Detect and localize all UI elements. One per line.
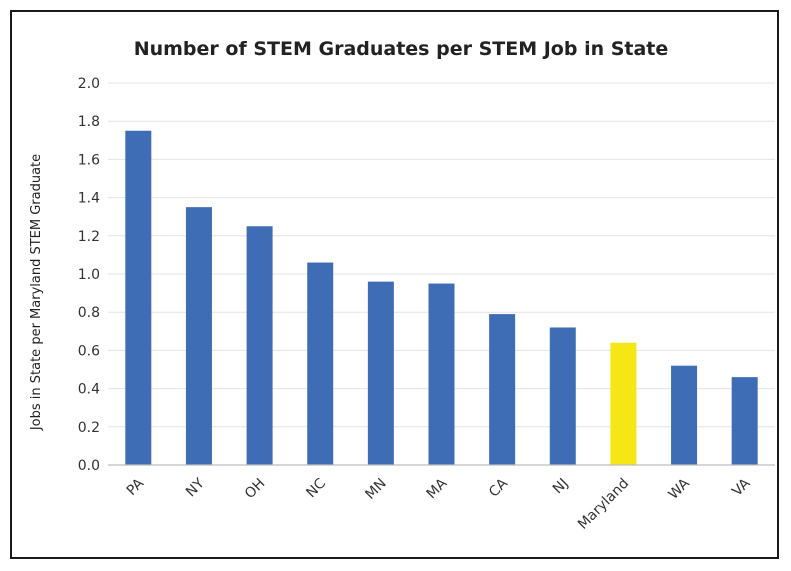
x-tick-label: MA [424,475,451,502]
x-tick-label: Maryland [575,476,632,533]
y-axis-label: Jobs in State per Maryland STEM Graduate [29,154,44,431]
bar-pa [125,130,152,465]
y-tick-label: 1.6 [78,152,100,168]
bar-va [731,377,758,465]
x-tick-label: NC [303,475,329,501]
y-tick-label: 0.8 [78,305,100,321]
y-tick-label: 1.8 [78,114,100,130]
x-tick-label: WA [666,475,694,503]
x-tick-label: OH [242,476,269,503]
bar-ca [489,314,516,465]
y-tick-label: 2.0 [78,76,100,92]
bar-maryland [610,342,637,465]
y-tick-label: 0.2 [78,420,100,436]
bar-wa [671,365,698,465]
y-axis-ticks: 0.0 0.2 0.4 0.6 0.8 1.0 1.2 1.4 1.6 1.8 2.0 [78,76,100,474]
x-tick-label: NJ [550,476,572,498]
y-tick-label: 1.4 [78,191,100,207]
bar-nj [549,327,576,465]
bar-oh [246,226,273,465]
x-axis-ticks: PA NY OH NC MN MA CA NJ Maryland WA VA [124,475,754,533]
y-tick-label: 0.6 [78,343,100,359]
x-tick-label: CA [486,475,511,500]
y-tick-label: 0.0 [78,458,100,474]
y-tick-label: 0.4 [78,382,100,398]
x-tick-label: VA [729,475,754,500]
bar-ny [185,207,212,465]
x-tick-label: MN [362,476,389,503]
y-tick-label: 1.2 [78,229,100,245]
bars [125,130,758,465]
bar-mn [367,281,394,465]
bar-nc [307,262,334,465]
x-tick-label: NY [183,475,208,500]
chart-title: Number of STEM Graduates per STEM Job in… [134,38,669,60]
x-tick-label: PA [124,475,148,499]
gridlines [108,82,775,428]
bar-ma [428,283,455,465]
y-tick-label: 1.0 [78,267,100,283]
